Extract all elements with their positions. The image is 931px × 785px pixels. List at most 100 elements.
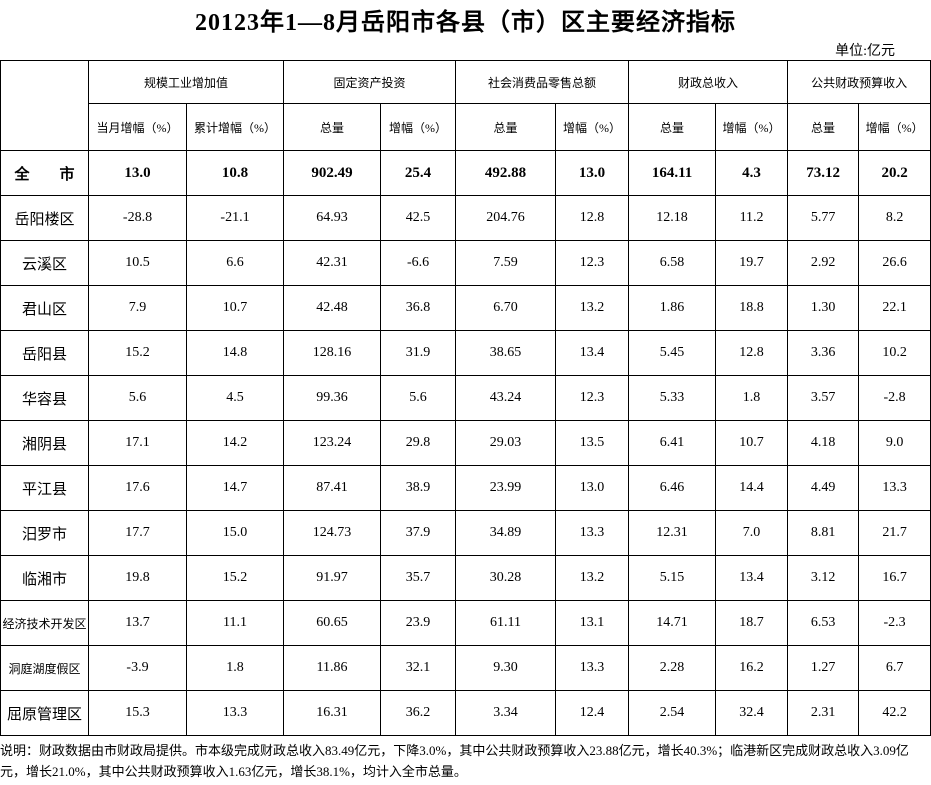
cell: 10.5 [88,240,187,286]
cell: -6.6 [380,240,457,286]
group-header: 规模工业增加值 [87,60,285,104]
row-name: 全 市 [0,150,89,196]
cell: 1.8 [185,645,285,691]
cell: 1.86 [628,285,717,331]
cell: 7.0 [715,510,789,556]
row-name: 云溪区 [0,240,89,286]
cell: 123.24 [283,420,382,466]
cell: 13.3 [555,645,630,691]
row-name: 岳阳县 [0,330,89,376]
cell: 902.49 [283,150,382,196]
cell: 36.2 [380,690,457,736]
cell: 6.70 [455,285,557,331]
cell: 3.12 [787,555,860,601]
cell: -3.9 [88,645,187,691]
cell: 13.0 [555,150,630,196]
subheader: 总量 [455,103,557,151]
cell: 38.9 [380,465,457,511]
cell: 13.1 [555,600,630,646]
cell: 12.3 [555,375,630,421]
data-row: 汨罗市 17.7 15.0 124.73 37.9 34.89 13.3 12.31 7.0 8.… [0,510,931,556]
data-row: 经济技术开发区 13.7 11.1 60.65 23.9 61.11 13.1 14.71 18… [0,600,931,646]
subheader: 总量 [787,103,860,151]
cell: 12.18 [628,195,717,241]
cell: 8.2 [858,195,931,241]
cell: 14.7 [185,465,285,511]
cell: 13.3 [555,510,630,556]
cell: 9.0 [858,420,931,466]
cell: 14.8 [185,330,285,376]
cell: 10.2 [858,330,931,376]
cell: 17.1 [88,420,187,466]
cell: 18.8 [715,285,789,331]
unit: 单位:亿元 [835,44,895,59]
cell: 19.7 [715,240,789,286]
cell: 8.81 [787,510,860,556]
row-name: 湘阴县 [0,420,89,466]
cell: 7.9 [88,285,187,331]
cell: 15.3 [88,690,187,736]
cell: 16.31 [283,690,382,736]
cell: 25.4 [380,150,457,196]
cell: 11.2 [715,195,789,241]
cell: 1.30 [787,285,860,331]
cell: 22.1 [858,285,931,331]
cell: 15.0 [185,510,285,556]
group-header: 固定资产投资 [283,60,457,104]
cell: 3.57 [787,375,860,421]
cell: 10.7 [185,285,285,331]
data-row: 平江县 17.6 14.7 87.41 38.9 23.99 13.0 6.46 14.4 4.4… [0,465,931,511]
cell: -2.3 [858,600,931,646]
data-row: 华容县 5.6 4.5 99.36 5.6 43.24 12.3 5.33 1.8 3.57 -2.… [0,375,931,421]
cell: 36.8 [380,285,457,331]
cell: 23.99 [455,465,557,511]
cell: 60.65 [283,600,382,646]
cell: 2.28 [628,645,717,691]
subheader: 总量 [628,103,717,151]
cell: -21.1 [185,195,285,241]
cell: 30.28 [455,555,557,601]
cell: 87.41 [283,465,382,511]
cell: 5.45 [628,330,717,376]
cell: 2.31 [787,690,860,736]
cell: 38.65 [455,330,557,376]
cell: 32.4 [715,690,789,736]
cell: 17.7 [88,510,187,556]
cell: 35.7 [380,555,457,601]
cell: 61.11 [455,600,557,646]
cell: 42.48 [283,285,382,331]
row-name: 平江县 [0,465,89,511]
cell: 9.30 [455,645,557,691]
row-name: 屈原管理区 [0,690,89,736]
data-row: 云溪区 10.5 6.6 42.31 -6.6 7.59 12.3 6.58 19.7 2.92 2… [0,240,931,286]
cell: 99.36 [283,375,382,421]
subheader: 增幅（%） [858,103,931,151]
table: 规模工业增加值 固定资产投资 社会消费品零售总额 财政总收入 公共财政预算收入 当月增幅（… [0,60,931,736]
cell: 6.46 [628,465,717,511]
cell: 13.0 [555,465,630,511]
cell: 2.92 [787,240,860,286]
cell: 34.89 [455,510,557,556]
cell: 128.16 [283,330,382,376]
data-row: 岳阳县 15.2 14.8 128.16 31.9 38.65 13.4 5.45 12.8 3.… [0,330,931,376]
group-header: 社会消费品零售总额 [455,60,630,104]
corner-cell [0,60,89,151]
cell: 13.2 [555,285,630,331]
cell: 1.27 [787,645,860,691]
cell: 20.2 [858,150,931,196]
cell: 13.4 [555,330,630,376]
cell: 5.6 [88,375,187,421]
cell: 10.8 [185,150,285,196]
cell: 26.6 [858,240,931,286]
cell: 17.6 [88,465,187,511]
cell: 6.53 [787,600,860,646]
cell: 73.12 [787,150,860,196]
cell: 42.31 [283,240,382,286]
cell: -28.8 [88,195,187,241]
cell: 23.9 [380,600,457,646]
cell: 43.24 [455,375,557,421]
cell: 7.59 [455,240,557,286]
subheader: 增幅（%） [555,103,630,151]
cell: 42.2 [858,690,931,736]
data-row: 湘阴县 17.1 14.2 123.24 29.8 29.03 13.5 6.41 10.7 4.… [0,420,931,466]
